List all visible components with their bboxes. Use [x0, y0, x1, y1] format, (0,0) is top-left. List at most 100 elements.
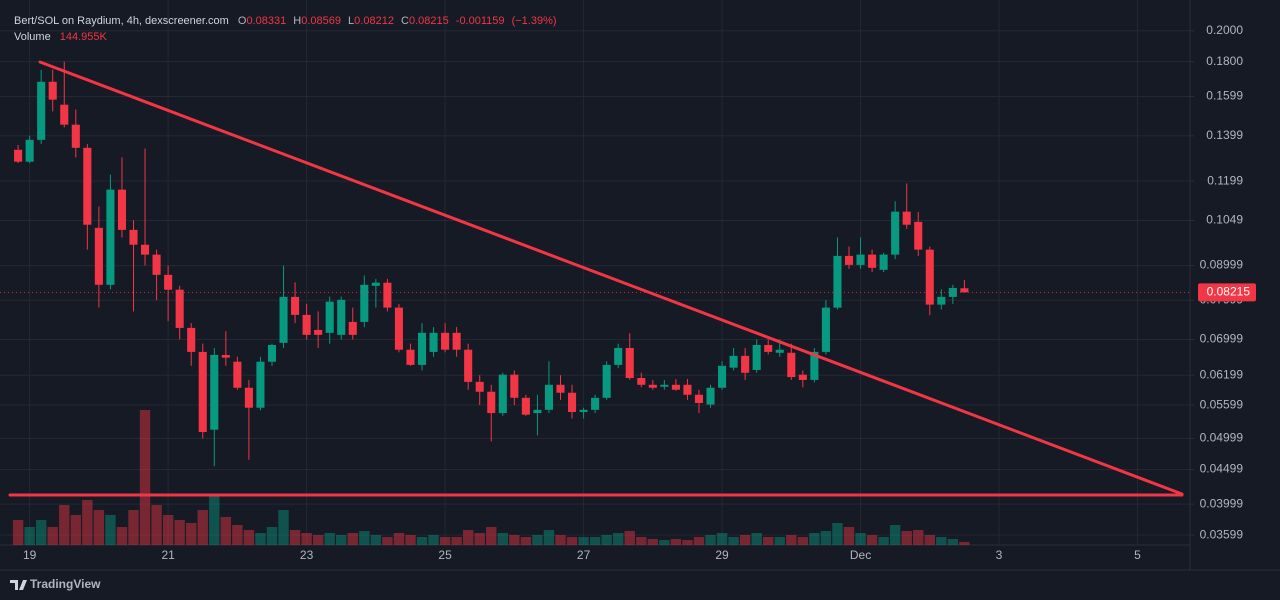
volume-bar [959, 541, 970, 545]
candle-body [556, 384, 565, 393]
y-tick-label: 0.1599 [1206, 89, 1243, 103]
volume-bar [936, 537, 947, 545]
grid [0, 0, 1190, 545]
y-tick-label: 0.06199 [1200, 367, 1244, 381]
candle-body [233, 361, 242, 388]
volume-bar [59, 505, 70, 545]
change-value: -0.001159 [456, 15, 505, 27]
y-tick-label: 0.1049 [1206, 213, 1243, 227]
volume-bar [128, 510, 139, 545]
close-value: 0.08215 [409, 15, 449, 27]
volume-bar [624, 531, 635, 545]
volume-bar [243, 530, 255, 545]
y-tick-label: 0.08999 [1200, 258, 1244, 272]
candle-body [498, 374, 507, 414]
candle-layer [14, 61, 969, 467]
candle-body [267, 344, 277, 362]
volume-bar [670, 539, 682, 545]
candle-body [487, 391, 496, 414]
candle-body [187, 327, 196, 352]
volume-bar [232, 525, 243, 545]
volume-bar [647, 539, 659, 545]
volume-bar [405, 535, 416, 545]
candle-body [475, 381, 484, 392]
candle-body [325, 301, 334, 333]
x-tick-label: 29 [715, 548, 729, 562]
volume-bar [832, 523, 843, 545]
volume-bar [566, 537, 578, 545]
volume-bar [370, 535, 382, 545]
y-tick-label: 0.06999 [1200, 332, 1244, 346]
y-tick-label: 0.04499 [1200, 462, 1244, 476]
candle-body [441, 332, 450, 350]
volume-bar [878, 537, 889, 545]
candle-body [879, 254, 888, 270]
candle-body [164, 274, 173, 290]
candle-body [406, 349, 415, 365]
volume-bar [451, 537, 462, 545]
volume-value: 144.955K [60, 31, 108, 43]
candle-body [637, 378, 646, 385]
candle-body [544, 384, 553, 410]
y-tick-label: 0.03599 [1200, 527, 1244, 541]
candle-body [210, 354, 219, 430]
volume-bar [509, 535, 520, 545]
x-tick-label: 27 [577, 548, 591, 562]
header-title: Bert/SOL on Raydium, 4h, dexscreener.com [14, 15, 229, 27]
candle-body [752, 344, 761, 370]
candle-body [279, 296, 288, 343]
candle-body [925, 249, 934, 305]
candle-body [129, 229, 138, 245]
candle-body [141, 244, 150, 255]
volume-bar [855, 533, 866, 545]
candle-body [868, 254, 877, 268]
candle-body [452, 332, 461, 350]
axis-layer: 0.2000 0.1800 0.1599 0.1399 0.1199 0.1049 0.08… [0, 23, 1256, 562]
header-line: Bert/SOL on Raydium, 4h, dexscreener.com… [14, 15, 557, 27]
candle-body [198, 351, 207, 433]
x-tick-label: Dec [850, 548, 871, 562]
candle-body [533, 409, 542, 414]
volume-bar [693, 537, 705, 545]
price-label-box [1198, 283, 1256, 302]
volume-bar [924, 535, 935, 545]
candle-body [937, 296, 946, 305]
volume-bar [462, 530, 474, 545]
y-tick-label: 0.1199 [1207, 173, 1243, 187]
candle-body [152, 254, 161, 275]
volume-bar [809, 533, 820, 545]
candle-body [671, 384, 680, 390]
volume-bar [220, 517, 232, 545]
price-label: 0.08215 [1207, 285, 1251, 299]
volume-bar [139, 410, 151, 545]
candle-body [729, 355, 738, 368]
volume-bar [532, 535, 543, 545]
volume-bar [497, 533, 508, 545]
volume-bar [24, 527, 35, 545]
candle-body [787, 352, 796, 378]
candle-body [106, 189, 115, 285]
volume-title: Volume [14, 31, 51, 43]
candle-body [902, 211, 911, 225]
candle-body [567, 392, 577, 412]
volume-bar [105, 515, 116, 545]
candle-body [175, 289, 184, 328]
volume-bar [301, 533, 312, 545]
volume-bar [278, 510, 289, 545]
volume-bar [705, 535, 716, 545]
candle-body [694, 394, 704, 403]
volume-bar [359, 531, 370, 545]
candle-body [71, 124, 80, 148]
volume-bar [786, 535, 797, 545]
candle-body [579, 409, 588, 412]
volume-bar [393, 533, 405, 545]
volume-bar [255, 533, 266, 545]
candle-body [683, 384, 692, 395]
candle-body [833, 255, 842, 308]
candle-body [417, 332, 427, 365]
volume-bar [866, 535, 878, 545]
candle-body [221, 354, 230, 358]
volume-line: Volume 144.955K [14, 31, 108, 43]
candle-body [856, 254, 865, 265]
candle-body [891, 211, 900, 255]
